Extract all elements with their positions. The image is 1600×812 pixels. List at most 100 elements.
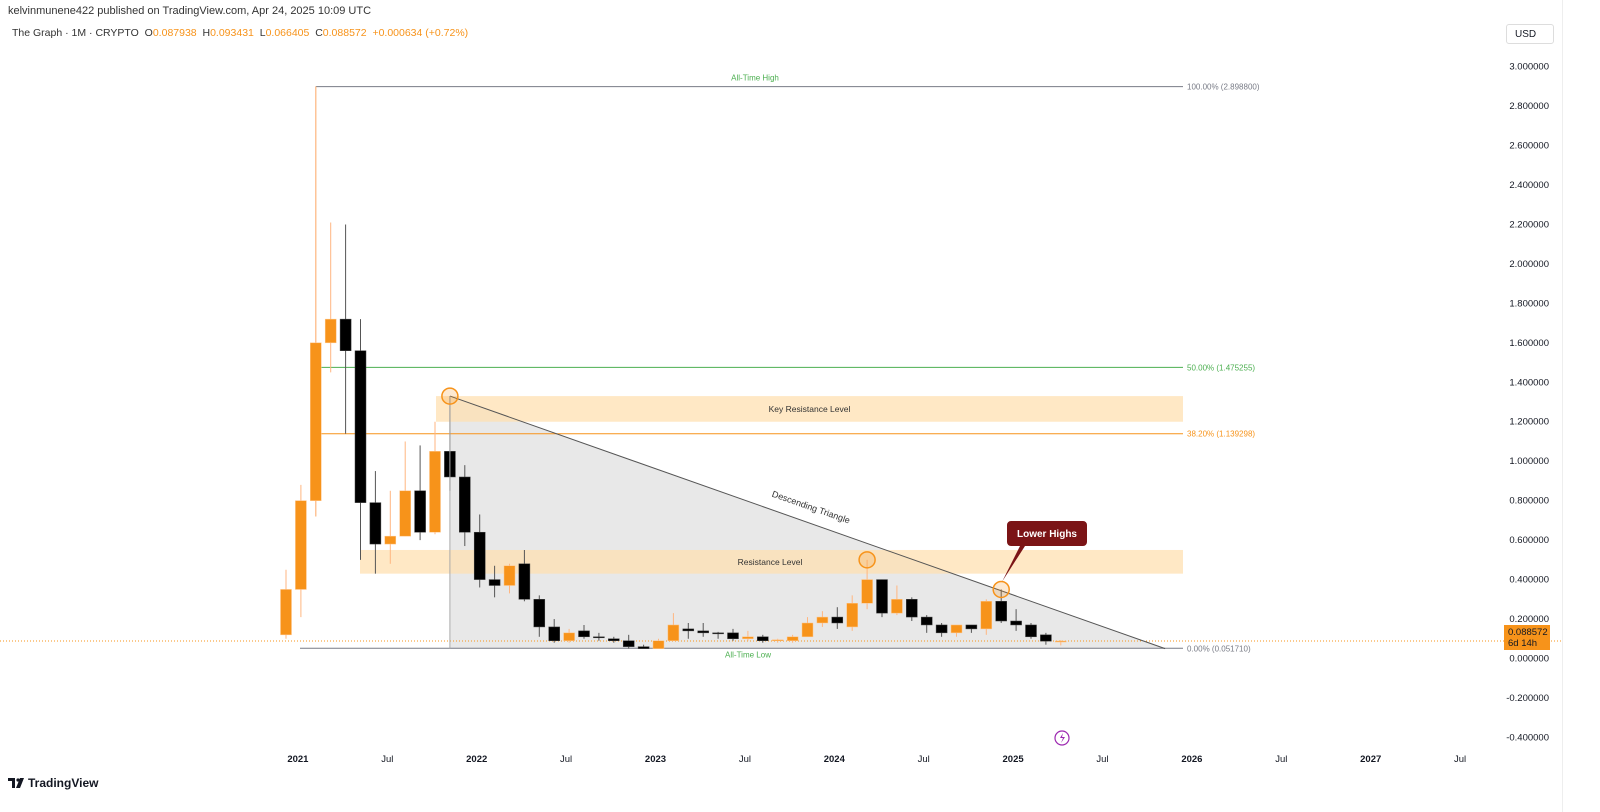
candle-body [861, 579, 873, 604]
candle [786, 634, 799, 643]
candle [637, 644, 650, 649]
candle-body [816, 616, 829, 624]
candle [846, 595, 858, 631]
candle-body [578, 630, 590, 638]
lightning-event-icon [1054, 730, 1070, 746]
candle [906, 597, 918, 622]
y-axis-tick-label: 1.200000 [1509, 417, 1549, 428]
symbol-name[interactable]: The Graph · 1M · CRYPTO [12, 27, 139, 39]
candle [384, 490, 397, 564]
x-axis-tick-label: 2027 [1360, 754, 1381, 765]
candle [295, 484, 307, 618]
x-axis-tick-label: Jul [918, 754, 930, 765]
candle-body [1040, 634, 1052, 642]
candle-body [712, 632, 724, 635]
candle-body [682, 628, 695, 632]
tradingview-logo[interactable]: TradingView [8, 776, 98, 790]
candle [1040, 632, 1052, 645]
candle-body [906, 599, 918, 618]
y-axis-tick-label: 0.000000 [1509, 654, 1549, 665]
candle [1010, 609, 1022, 631]
candle [503, 563, 516, 594]
y-axis-tick-label: -0.400000 [1506, 732, 1549, 743]
candle [950, 624, 963, 637]
candle-body [280, 589, 292, 636]
candle-body [786, 636, 799, 641]
lower-highs-callout [1002, 521, 1087, 582]
change-value: +0.000634 (+0.72%) [372, 27, 469, 39]
candle-body [622, 640, 635, 647]
candle-body [414, 490, 426, 533]
candle [459, 465, 471, 547]
candle-body [637, 646, 650, 649]
open-label: O [144, 27, 153, 39]
candle-body [891, 599, 903, 614]
candle [712, 631, 724, 639]
candle-body [846, 603, 858, 628]
candle [429, 421, 441, 535]
candle [891, 585, 903, 616]
candle-body [1055, 640, 1067, 643]
candle [965, 624, 978, 633]
candle-body [429, 451, 441, 533]
candle-body [1010, 620, 1022, 626]
y-axis-tick-label: 0.400000 [1509, 575, 1549, 586]
x-axis-tick-label: 2026 [1181, 754, 1202, 765]
y-axis-tick-label: 2.600000 [1509, 141, 1549, 152]
candle [876, 579, 888, 618]
y-axis-tick-label: 2.000000 [1509, 259, 1549, 270]
high-value: 0.093431 [210, 27, 254, 39]
x-axis-tick-label: Jul [739, 754, 751, 765]
close-value: 0.088572 [322, 27, 367, 39]
candle-body [473, 531, 486, 580]
candle [399, 441, 411, 537]
candle [593, 632, 605, 641]
x-axis-tick-label: 2025 [1003, 754, 1025, 765]
tradingview-logo-icon [8, 778, 24, 788]
candle [1055, 640, 1067, 646]
high-marker-circle [992, 580, 1010, 599]
y-axis-tick-label: 1.800000 [1509, 298, 1549, 309]
high-label: H [202, 27, 211, 39]
fib-level-label: 100.00% (2.898800) [1187, 83, 1260, 92]
candle [548, 619, 560, 643]
candle [771, 638, 784, 643]
candle-body [459, 476, 471, 533]
resistance-label: Resistance Level [738, 557, 803, 567]
candle [608, 636, 620, 643]
candle-body [667, 624, 680, 641]
candle-body [310, 342, 322, 501]
candle-body [920, 616, 933, 626]
candle-body [518, 563, 531, 600]
candle [622, 634, 635, 649]
candle-body [801, 622, 814, 638]
candle-body [771, 639, 784, 642]
candle [742, 630, 754, 641]
candle-body [354, 350, 367, 503]
y-axis-tick-label: 1.400000 [1509, 377, 1549, 388]
y-axis-tick-label: 2.200000 [1509, 219, 1549, 230]
candle [652, 638, 665, 649]
lightning-icon-bolt [1060, 733, 1065, 743]
candle [1025, 622, 1037, 639]
candle-body [935, 624, 948, 634]
lower-highs-label: Lower Highs [1017, 529, 1077, 540]
x-axis-tick-label: Jul [560, 754, 572, 765]
candle-body [980, 601, 993, 630]
bar-countdown: 6d 14h [1508, 638, 1538, 649]
candle-body [384, 535, 397, 545]
low-label: L [259, 27, 266, 39]
candle [757, 634, 769, 643]
candle-body [742, 636, 754, 640]
x-axis-tick-label: 2023 [645, 754, 666, 765]
candle [831, 607, 844, 629]
candle [697, 622, 709, 637]
candle [682, 622, 695, 639]
high-marker-circle [858, 551, 876, 569]
currency-button[interactable]: USD [1506, 24, 1554, 44]
symbol-legend: The Graph · 1M · CRYPTO O0.087938 H0.093… [12, 27, 468, 39]
y-axis-tick-label: 3.000000 [1509, 62, 1549, 73]
candle-body [727, 632, 739, 640]
candle [354, 319, 367, 560]
